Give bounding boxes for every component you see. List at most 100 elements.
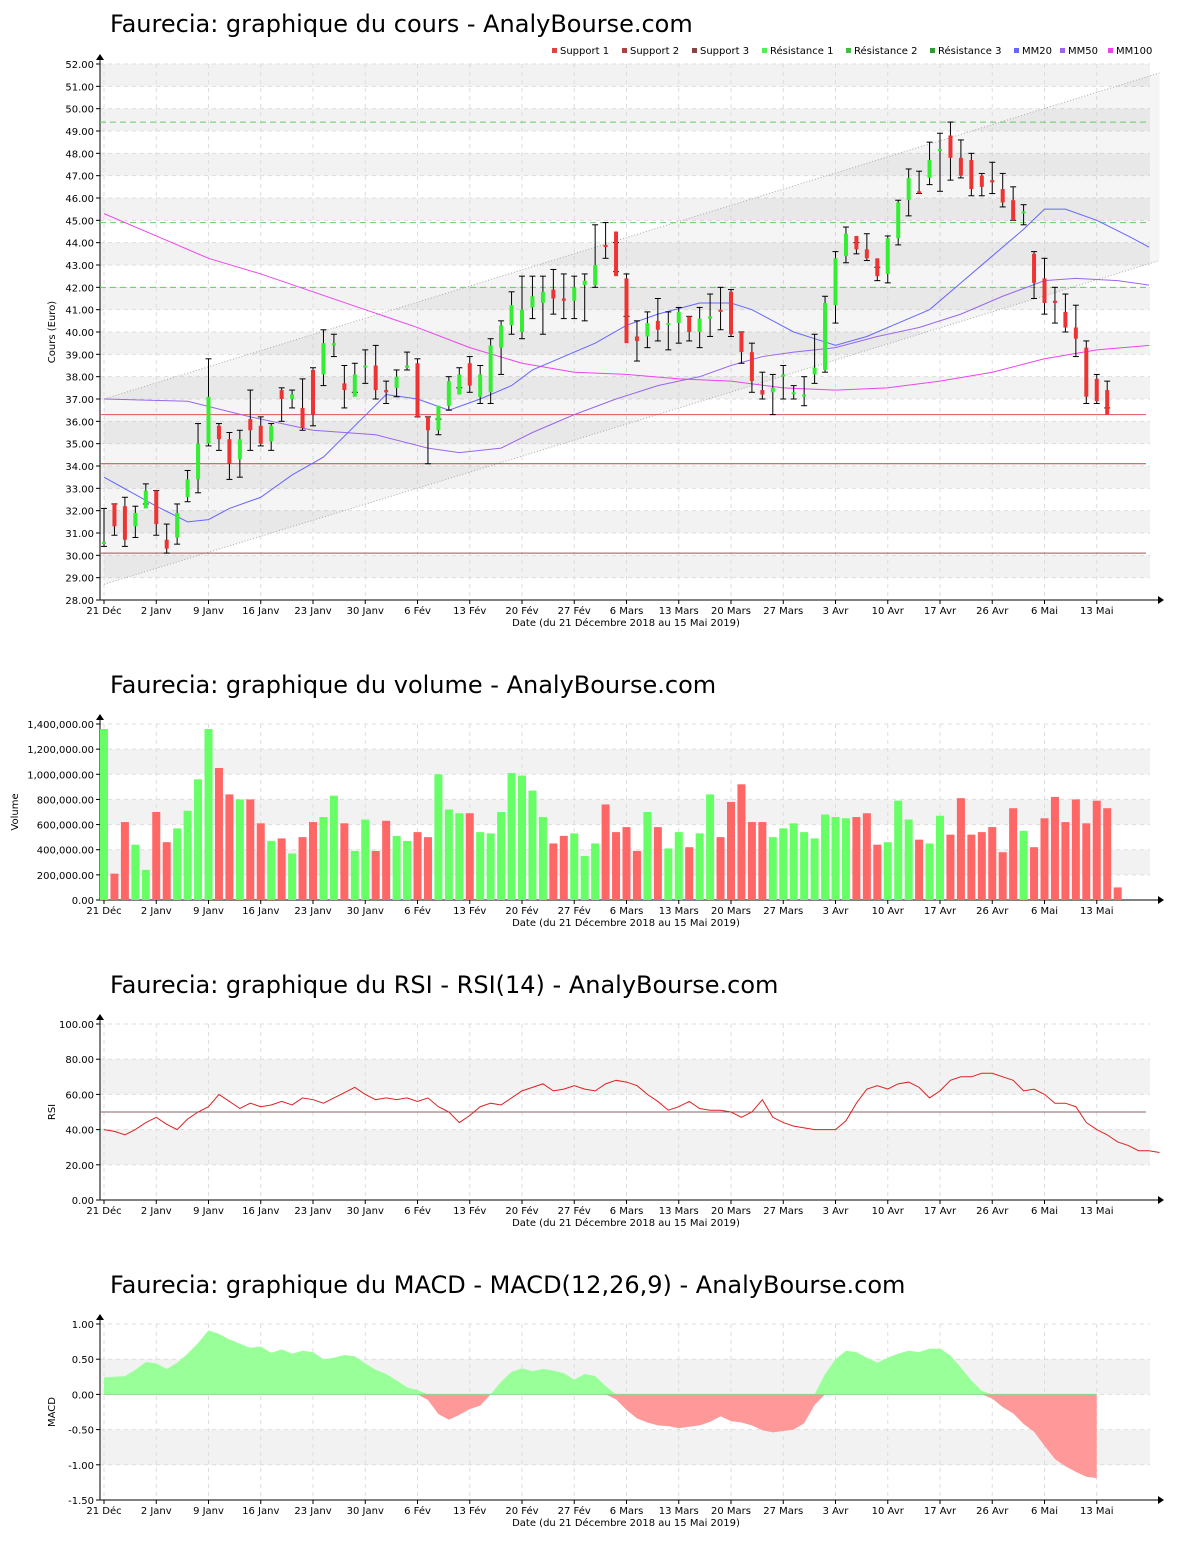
- candle-body: [770, 387, 775, 393]
- volume-bar: [737, 784, 746, 900]
- candle-body: [216, 425, 221, 440]
- x-tick-label: 23 Janv: [294, 906, 331, 917]
- candle-body: [917, 191, 922, 194]
- volume-bar: [768, 837, 777, 900]
- x-tick-label: 27 Fév: [558, 1505, 591, 1517]
- y-tick-label: 40.00: [65, 328, 94, 339]
- x-tick-label: 6 Fév: [404, 1205, 431, 1217]
- volume-bar: [779, 828, 788, 900]
- x-tick-label: 2 Janv: [141, 906, 172, 917]
- x-tick-label: 3 Avr: [823, 1506, 850, 1517]
- volume-bar: [319, 817, 328, 900]
- x-tick-label: 2 Janv: [141, 606, 172, 617]
- candle-body: [311, 369, 315, 415]
- y-tick-label: 600,000.00: [37, 821, 94, 832]
- x-tick-label: 17 Avr: [924, 1506, 957, 1517]
- x-tick-label: 21 Déc: [86, 605, 121, 617]
- candle-body: [582, 280, 587, 286]
- candle-body: [321, 343, 326, 375]
- legend-entry: Support 3: [700, 46, 749, 57]
- x-tick-label: 6 Mars: [610, 906, 644, 917]
- volume-bar: [528, 790, 537, 900]
- volume-bar: [214, 768, 223, 900]
- volume-bar: [1040, 818, 1049, 900]
- volume-bar: [361, 819, 370, 900]
- volume-bar: [643, 812, 652, 900]
- candle-body: [708, 316, 713, 319]
- candle-body: [791, 392, 796, 395]
- y-tick-label: 35.00: [65, 440, 94, 451]
- volume-bar: [110, 873, 119, 900]
- candle-body: [499, 325, 504, 348]
- candle-body: [300, 407, 305, 429]
- volume-bar: [486, 833, 495, 900]
- y-tick-label: 80.00: [65, 1055, 94, 1066]
- x-tick-label: 3 Avr: [823, 606, 850, 617]
- x-tick-label: 13 Mars: [659, 906, 699, 917]
- volume-bar: [862, 813, 871, 900]
- grid-band: [100, 1129, 1150, 1165]
- volume-bar: [455, 813, 464, 900]
- volume-bar: [518, 775, 526, 900]
- x-tick-label: 17 Avr: [924, 606, 957, 617]
- volume-bar: [747, 822, 756, 900]
- candle-body: [331, 343, 336, 346]
- volume-bar: [256, 823, 265, 900]
- legend-entry: Résistance 2: [854, 45, 917, 57]
- candle-body: [436, 405, 441, 431]
- y-tick-label: 1,200,000.00: [27, 745, 94, 756]
- y-tick-label: 48.00: [65, 149, 94, 160]
- candle-body: [1032, 253, 1037, 283]
- candle-body: [979, 175, 984, 187]
- y-tick-label: 41.00: [65, 306, 94, 317]
- candle-body: [185, 479, 190, 498]
- y-tick-label: 28.00: [65, 596, 94, 607]
- candle-body: [1084, 347, 1089, 397]
- x-axis-arrow: [1158, 1496, 1164, 1504]
- legend-entry: Support 1: [560, 46, 609, 57]
- volume-bar: [570, 833, 579, 900]
- trend-line: [103, 72, 1160, 400]
- candle-body: [258, 425, 263, 444]
- y-tick-label: 29.00: [65, 574, 94, 585]
- candle-body: [248, 419, 253, 431]
- x-tick-label: 6 Mars: [610, 1506, 644, 1517]
- candle-body: [593, 265, 598, 286]
- y-tick-label: 1,400,000.00: [27, 720, 94, 731]
- candle-body: [373, 365, 378, 391]
- y-tick-label: 52.00: [65, 60, 94, 71]
- x-tick-label: 26 Avr: [976, 906, 1009, 917]
- y-tick-label: 0.00: [72, 1390, 94, 1401]
- candle-body: [1094, 378, 1099, 402]
- x-tick-label: 13 Fév: [453, 605, 486, 617]
- volume-bar: [225, 794, 234, 900]
- candle-body: [405, 365, 410, 368]
- volume-bar: [183, 810, 192, 900]
- candle-body: [927, 160, 932, 178]
- volume-bar: [612, 832, 621, 900]
- legend-swatch: [1014, 48, 1019, 53]
- volume-bar: [622, 827, 631, 900]
- x-axis-label: Date (du 21 Décembre 2018 au 15 Mai 2019…: [512, 1517, 740, 1529]
- x-tick-label: 6 Fév: [404, 1505, 431, 1517]
- candle-body: [133, 512, 138, 527]
- x-tick-label: 20 Mars: [711, 906, 751, 917]
- legend-entry: MM50: [1068, 46, 1098, 57]
- legend-swatch: [552, 48, 557, 53]
- volume-bar: [382, 820, 391, 900]
- x-tick-label: 16 Janv: [242, 1506, 279, 1517]
- volume-bar: [559, 835, 568, 900]
- x-tick-label: 27 Mars: [763, 906, 803, 917]
- volume-bar: [1071, 799, 1080, 900]
- candle-body: [530, 296, 535, 308]
- x-tick-label: 13 Fév: [453, 1205, 486, 1217]
- volume-bar: [392, 835, 401, 900]
- volume-bar: [350, 850, 359, 900]
- grid-band: [100, 1429, 1150, 1465]
- candle-body: [196, 443, 201, 480]
- x-tick-label: 10 Avr: [872, 606, 905, 617]
- candle-body: [812, 367, 817, 375]
- legend-swatch: [930, 48, 935, 53]
- candle-body: [1073, 327, 1078, 339]
- candle-body: [938, 148, 942, 151]
